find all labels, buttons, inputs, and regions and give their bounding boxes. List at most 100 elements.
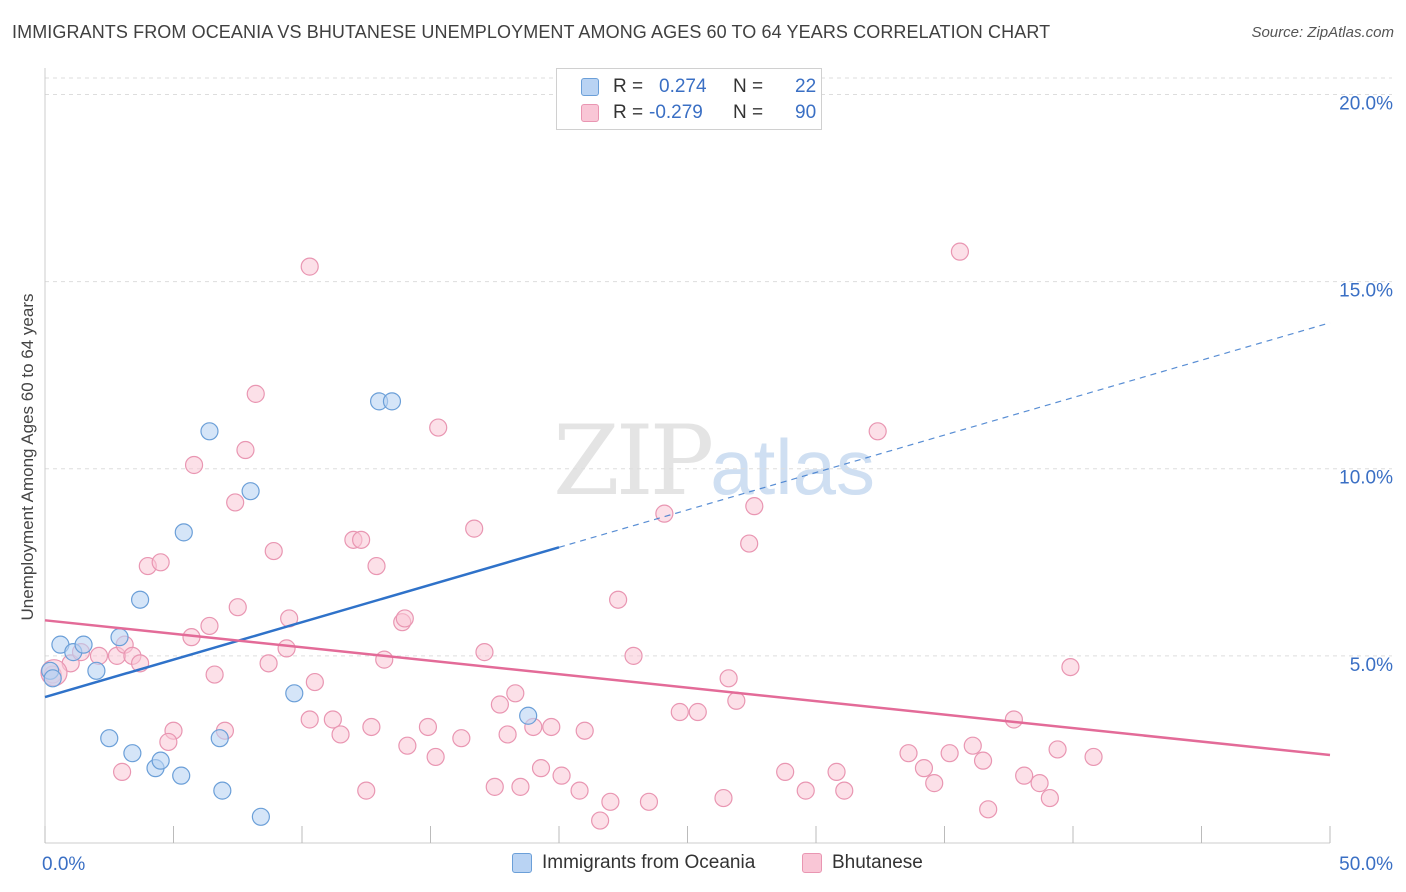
bhutanese-point [727,691,746,710]
legend-n-label: N = [733,102,764,123]
oceania-point [172,766,191,785]
oceania-point [100,729,119,748]
legend-r-value: -0.279 [649,102,703,123]
oceania-point [251,807,270,826]
axes [44,68,1331,844]
bhutanese-point [950,242,970,261]
bhutanese-point [485,777,504,796]
oceania-point [213,781,232,800]
bhutanese-point [868,422,887,441]
oceania-point [174,523,193,542]
bhutanese-point [655,504,674,523]
bhutanese-point [688,702,707,722]
legend-swatch-blue [581,78,599,96]
legend-r-label: R = [613,76,644,97]
bhutanese-point [89,646,109,665]
bhutanese-point [498,725,517,744]
bhutanese-point [745,497,764,516]
source-credit: Source: ZipAtlas.com [1251,24,1394,41]
legend-r-label: R = [613,102,644,123]
tick-labels: 5.0% 10.0% 15.0% 20.0% 0.0% 50.0% [42,93,1393,875]
bhutanese-point [714,788,733,808]
bhutanese-point [228,598,247,617]
bhutanese-point [570,781,589,800]
oceania-trend-extension [558,322,1331,548]
bhutanese-point [305,672,324,692]
bhutanese-point [639,792,659,811]
bhutanese-point [940,744,959,763]
bhutanese-point [506,684,525,703]
legend-n-value: 90 [795,102,817,123]
bhutanese-point [827,762,846,781]
bhutanese-point [367,556,386,576]
bhutanese-point [973,751,993,770]
bhutanese-point [246,384,265,403]
bhutanese-point [899,744,918,763]
bhutanese-point [323,710,342,729]
oceania-point [519,706,538,725]
legend-swatch-pink [581,104,599,122]
watermark: ZIPatlas [553,405,875,517]
bhutanese-point [575,721,594,740]
oceania-point [130,590,150,609]
oceania-point [382,392,402,411]
bhutanese-point [796,781,815,800]
bhutanese-point [300,257,319,276]
bhutanese-point [362,717,381,737]
x-tick-label: 0.0% [42,854,85,875]
bhutanese-point [601,792,620,811]
bhutanese-point [1040,788,1059,808]
oceania-point [241,482,260,501]
bhutanese-point [226,493,245,512]
bhutanese-point [465,519,484,538]
bhutanese-point [418,717,438,737]
bhutanese-point [331,725,350,744]
bhutanese-point [395,609,414,628]
y-axis-label: Unemployment Among Ages 60 to 64 years [18,293,37,621]
grid-lines [45,77,1392,657]
bhutanese-point [429,418,448,437]
oceania-points [41,392,538,826]
bhutanese-point [1084,747,1103,767]
bhutanese-point [511,777,530,796]
bhutanese-point [205,665,224,684]
oceania-point [74,635,93,654]
bhutanese-point [352,530,371,549]
bhutanese-points [40,242,1103,830]
bhutanese-point [264,541,283,561]
bhutanese-point [914,759,934,778]
bhutanese-point [963,736,982,755]
bhutanese-point [835,781,854,800]
correlation-legend: R = 0.274 N = 22 R = -0.279 N = 90 [556,68,822,130]
watermark-atlas: atlas [710,423,875,511]
bhutanese-point [151,553,170,572]
legend-n-value: 22 [795,76,817,97]
bhutanese-point [1048,740,1067,759]
bhutanese-point [552,766,571,785]
bhutanese-point [925,774,944,793]
bhutanese-point [776,762,795,781]
bhutanese-point [609,590,628,609]
bhutanese-point [591,811,610,830]
bottom-legend-label: Bhutanese [832,852,923,873]
oceania-point [151,751,170,770]
oceania-point [200,422,219,441]
y-tick-label: 20.0% [1339,93,1393,114]
bhutanese-point [1030,774,1049,793]
bhutanese-point [1015,766,1034,785]
oceania-point [43,669,62,688]
bhutanese-point [277,639,296,658]
legend-r-value: 0.274 [659,76,707,97]
bhutanese-point [452,729,471,748]
bhutanese-trend-line [44,619,1331,757]
bhutanese-point [624,646,643,665]
bhutanese-point [159,732,178,752]
oceania-point [87,661,106,680]
bhutanese-point [719,669,738,688]
oceania-point [110,628,129,647]
bhutanese-point [1061,657,1080,677]
bhutanese-point [979,800,998,819]
bhutanese-point [670,702,689,722]
bhutanese-point [475,643,494,662]
